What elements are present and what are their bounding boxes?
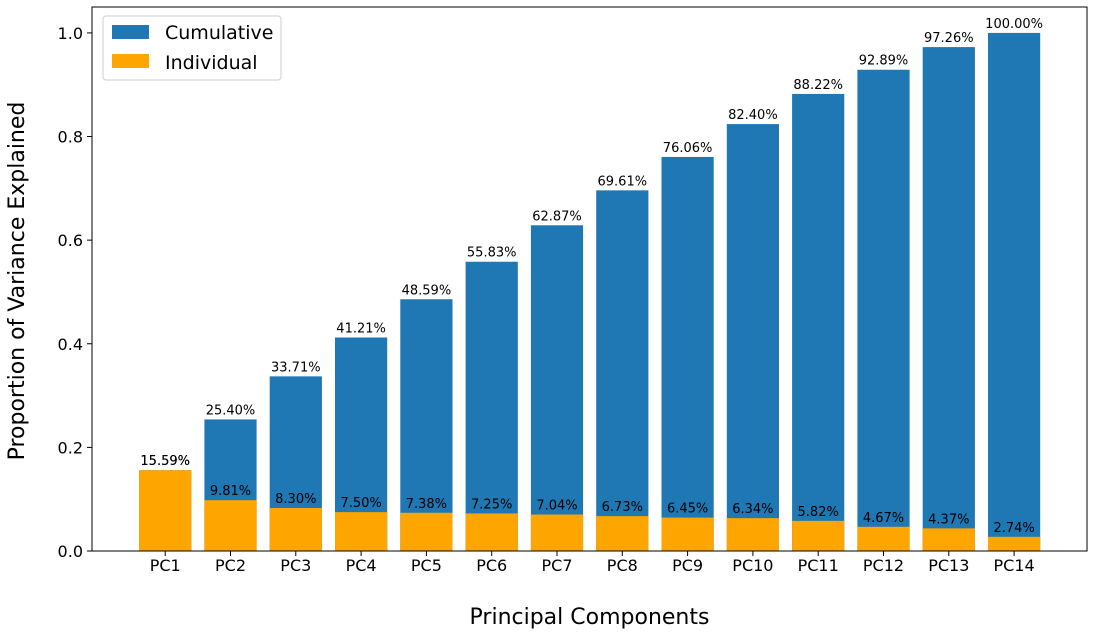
cumulative-label-pc1: 15.59% (140, 454, 190, 469)
individual-label-pc10: 6.34% (732, 502, 773, 517)
legend: Cumulative Individual (102, 15, 282, 81)
cumulative-bar-pc5 (400, 299, 453, 551)
x-axis-title: Principal Components (470, 605, 710, 630)
cumulative-label-pc6: 55.83% (467, 246, 517, 261)
individual-label-pc11: 5.82% (798, 505, 839, 520)
individual-bar-pc14 (988, 536, 1041, 551)
cumulative-label-pc12: 92.89% (859, 54, 909, 69)
individual-label-pc6: 7.25% (471, 497, 512, 512)
individual-bar-pc12 (857, 526, 910, 551)
cumulative-label-pc5: 48.59% (402, 283, 452, 298)
cumulative-label-pc9: 76.06% (663, 141, 713, 156)
x-tick-label-pc7: PC7 (542, 556, 573, 575)
x-tick-label-pc6: PC6 (476, 556, 507, 575)
x-tick-label-pc10: PC10 (732, 556, 773, 575)
individual-bar-pc13 (922, 528, 975, 551)
x-tick-label-pc1: PC1 (150, 556, 181, 575)
individual-bar-pc10 (726, 518, 779, 551)
individual-label-pc5: 7.38% (406, 497, 447, 512)
x-tick-label-pc4: PC4 (346, 556, 377, 575)
cumulative-bar-pc9 (661, 156, 714, 551)
individual-label-pc12: 4.67% (863, 511, 904, 526)
x-axis: PC1 PC2 PC3 PC4 PC5 PC6 PC7 PC8 PC9 PC10 PC11 PC12 P… (150, 551, 1035, 575)
individual-label-pc7: 7.04% (536, 499, 577, 514)
individual-bar-pc1 (139, 470, 192, 551)
individual-bar-pc9 (661, 517, 714, 551)
x-tick-label-pc9: PC9 (672, 556, 703, 575)
individual-label-pc9: 6.45% (667, 502, 708, 517)
legend-swatch-cumulative (112, 25, 149, 39)
individual-bar-pc11 (792, 520, 845, 551)
cumulative-bar-pc12 (857, 69, 910, 551)
individual-label-pc2: 9.81% (210, 484, 251, 499)
individual-label-pc14: 2.74% (993, 521, 1034, 536)
individual-bar-pc4 (335, 512, 388, 551)
y-tick-label: 1.0 (58, 24, 83, 43)
plot-area-frame (91, 6, 1088, 552)
individual-bar-pc8 (596, 516, 649, 551)
cumulative-bar-pc8 (596, 190, 649, 552)
cumulative-bar-pc7 (530, 225, 584, 551)
individual-bar-pc2 (204, 500, 257, 551)
cumulative-label-pc10: 82.40% (728, 108, 778, 123)
individual-bar-pc6 (465, 513, 518, 551)
cumulative-label-pc8: 69.61% (598, 174, 648, 189)
x-tick-label-pc5: PC5 (411, 556, 442, 575)
cumulative-bar-pc14 (988, 32, 1041, 551)
y-axis-title: Proportion of Variance Explained (5, 102, 30, 461)
cumulative-bar-pc6 (465, 261, 518, 551)
individual-bar-pc3 (269, 507, 322, 551)
y-tick-label: 0.4 (58, 335, 83, 354)
cumulative-bar-pc10 (726, 124, 779, 551)
individual-label-pc13: 4.37% (928, 512, 969, 527)
x-tick-label-pc8: PC8 (607, 556, 638, 575)
cumulative-label-pc3: 33.71% (271, 360, 321, 375)
x-tick-label-pc14: PC14 (994, 556, 1035, 575)
cumulative-bar-pc13 (922, 47, 975, 551)
y-tick-label: 0.0 (58, 542, 83, 561)
individual-bar-pc5 (400, 512, 453, 551)
y-tick-label: 0.8 (58, 128, 83, 147)
cumulative-label-pc13: 97.26% (924, 31, 974, 46)
individual-label-pc8: 6.73% (602, 500, 643, 515)
y-axis: 0.0 0.2 0.4 0.6 0.8 1.0 (58, 24, 92, 561)
legend-swatch-individual (112, 54, 149, 68)
individual-bar-pc7 (530, 514, 584, 551)
legend-label-cumulative: Cumulative (165, 22, 273, 44)
x-tick-label-pc11: PC11 (798, 556, 839, 575)
cumulative-label-pc2: 25.40% (206, 403, 256, 418)
legend-label-individual: Individual (165, 52, 258, 74)
cumulative-label-pc4: 41.21% (336, 321, 386, 336)
x-tick-label-pc12: PC12 (863, 556, 904, 575)
x-tick-label-pc2: PC2 (215, 556, 246, 575)
cumulative-bar-pc11 (792, 93, 845, 552)
individual-label-pc4: 7.50% (340, 496, 381, 511)
cumulative-data-labels: 15.59% 25.40% 33.71% 41.21% 48.59% 55.83% 62.8… (140, 17, 1043, 469)
cumulative-label-pc14: 100.00% (985, 17, 1043, 32)
cumulative-label-pc7: 62.87% (532, 209, 582, 224)
cumulative-label-pc11: 88.22% (793, 78, 843, 93)
cumulative-bars (139, 32, 1041, 552)
individual-label-pc3: 8.30% (275, 492, 316, 507)
x-tick-label-pc13: PC13 (928, 556, 969, 575)
y-tick-label: 0.6 (58, 231, 83, 250)
individual-bars (139, 470, 1041, 551)
x-tick-label-pc3: PC3 (280, 556, 311, 575)
individual-data-labels: 15.59% 9.81% 8.30% 7.50% 7.38% 7.25% 7.04% 6.73… (140, 454, 1034, 536)
y-tick-label: 0.2 (58, 438, 83, 457)
individual-label-pc1: 15.59% (140, 454, 190, 469)
